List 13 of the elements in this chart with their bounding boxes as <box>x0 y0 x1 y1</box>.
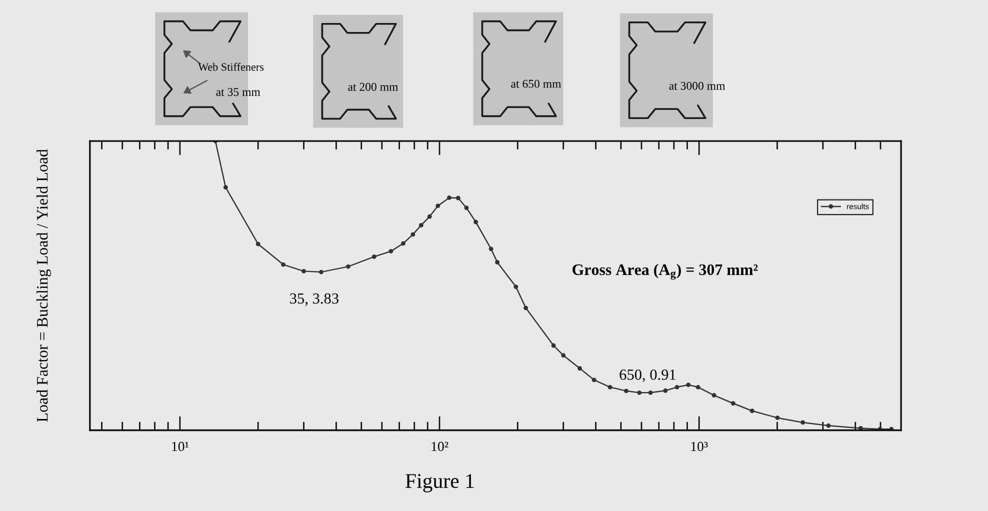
text: at 35 mm <box>216 88 260 96</box>
annotation: Gross Area (A$_{g}$) = 307 mm² <box>572 264 758 280</box>
text: at 650 mm <box>511 80 562 88</box>
text: at 3000 mm <box>669 82 726 90</box>
x-tick-label: 10¹ <box>172 442 188 452</box>
text: Web Stiffeners <box>198 62 264 71</box>
annotation: 35, 3.83 <box>290 293 338 306</box>
x-tick-label: 10² <box>432 442 448 452</box>
text: at 200 mm <box>348 82 398 91</box>
annotation: 650, 0.91 <box>620 370 676 382</box>
y-axis-title: Load Factor = Buckling Load / Yield Load <box>36 149 52 422</box>
caption: Figure 1 <box>406 474 474 492</box>
x-tick-label: 10³ <box>691 442 708 452</box>
